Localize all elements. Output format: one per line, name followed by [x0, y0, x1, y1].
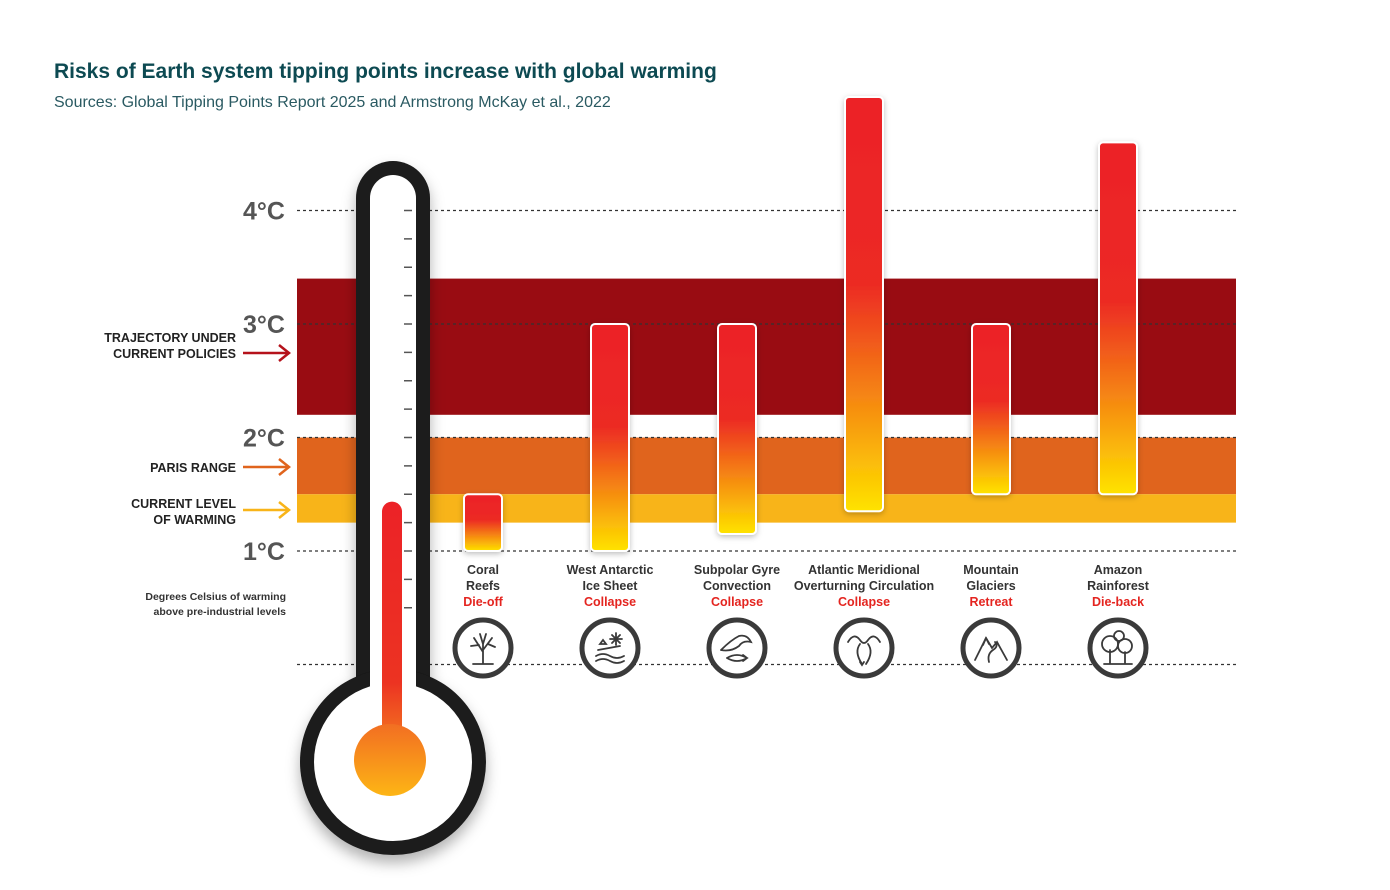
ice-sheet-icon — [579, 617, 641, 679]
category-label: Coral Reefs Die-off — [403, 562, 563, 610]
paris-label: PARIS RANGE — [150, 461, 236, 475]
category-impact: Collapse — [710, 595, 764, 609]
category-name-line: Amazon — [1093, 563, 1143, 577]
category-name-line: Subpolar Gyre — [693, 563, 781, 577]
category-name-line: Convection — [702, 579, 772, 593]
category-name-line: Atlantic Meridional — [808, 563, 920, 577]
amoc-icon — [833, 617, 895, 679]
category-name-line: Ice Sheet — [582, 579, 638, 593]
thermometer-bulb-fill — [354, 724, 426, 796]
category-impact: Retreat — [969, 595, 1013, 609]
paris-arrow — [243, 458, 292, 476]
category-impact: Die-back — [1091, 595, 1145, 609]
category-label: Atlantic Meridional Overturning Circulati… — [784, 562, 944, 610]
bar-atlantic-meridional-overturning-circulation — [844, 96, 884, 513]
category-name-line: Overturning Circulation — [793, 579, 935, 593]
category-name-line: West Antarctic — [566, 563, 654, 577]
bar-subpolar-gyre-convection — [717, 323, 757, 535]
bar-amazon-rainforest — [1098, 141, 1138, 496]
category-label: Subpolar Gyre Convection Collapse — [657, 562, 817, 610]
category-name-line: Reefs — [465, 579, 501, 593]
category-label: West Antarctic Ice Sheet Collapse — [530, 562, 690, 610]
chart-subtitle: Sources: Global Tipping Points Report 20… — [54, 94, 611, 111]
trajectory-arrow — [243, 344, 292, 362]
category-name-line: Glaciers — [966, 579, 1016, 593]
category-name-line: Rainforest — [1087, 579, 1149, 593]
thermometer-ticks — [404, 209, 412, 609]
y-tick-label: 1°C — [243, 538, 285, 566]
rainforest-icon — [1087, 617, 1149, 679]
tipping-point-icons — [452, 617, 1149, 679]
y-tick-label: 3°C — [243, 311, 285, 339]
current-arrow — [243, 501, 292, 519]
tipping-point-bars — [463, 96, 1138, 552]
warming-bands — [297, 278, 1236, 523]
bar-mountain-glaciers — [971, 323, 1011, 496]
trajectory-band — [297, 278, 1236, 415]
category-label: Mountain Glaciers Retreat — [911, 562, 1071, 610]
thermometer — [300, 161, 486, 855]
category-name-line: Mountain — [963, 563, 1019, 577]
axis-note: Degrees Celsius of warming above pre-ind… — [145, 591, 286, 618]
y-tick-label: 4°C — [243, 198, 285, 226]
category-name-line: Coral — [467, 563, 499, 577]
thermometer-mercury — [382, 501, 402, 760]
chart-title: Risks of Earth system tipping points inc… — [54, 60, 717, 83]
paris-band — [297, 437, 1236, 495]
gyre-icon — [706, 617, 768, 679]
category-impact: Collapse — [837, 595, 891, 609]
bar-coral-reefs — [463, 493, 503, 552]
category-impact: Collapse — [583, 595, 637, 609]
category-impact: Die-off — [463, 595, 503, 609]
trajectory-label: TRAJECTORY UNDER CURRENT POLICIES — [104, 331, 236, 361]
glacier-icon — [960, 617, 1022, 679]
current-level-band — [297, 494, 1236, 523]
y-tick-label: 2°C — [243, 425, 285, 453]
current-level-label: CURRENT LEVEL OF WARMING — [131, 497, 236, 527]
category-label: Amazon Rainforest Die-back — [1038, 562, 1198, 610]
bar-west-antarctic-ice-sheet — [590, 323, 630, 552]
gridlines — [297, 209, 1236, 666]
coral-icon — [452, 617, 514, 679]
y-tick-labels: 1°C 2°C 3°C 4°C — [243, 198, 285, 567]
